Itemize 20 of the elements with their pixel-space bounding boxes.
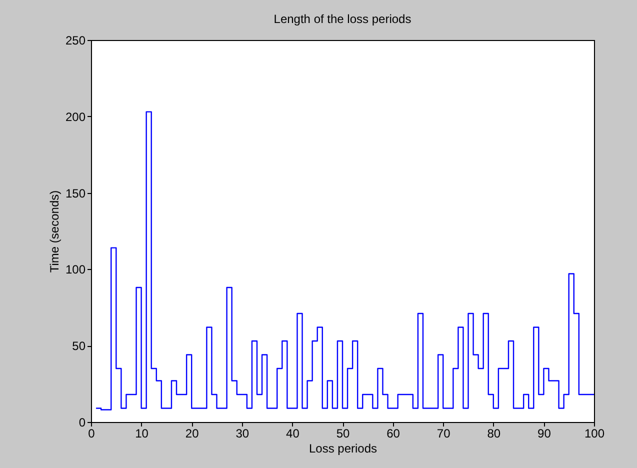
y-tick-label: 100 xyxy=(65,262,86,277)
x-tick-label: 30 xyxy=(236,426,250,440)
y-tick-label: 50 xyxy=(72,339,86,354)
chart-title: Length of the loss periods xyxy=(274,12,412,26)
x-tick-label: 60 xyxy=(386,426,400,440)
y-tick-label: 150 xyxy=(65,186,86,200)
y-tick-label: 200 xyxy=(65,110,86,124)
x-tick-label: 70 xyxy=(436,426,451,440)
x-tick-label: 0 xyxy=(88,426,96,440)
y-tick-label: 250 xyxy=(65,34,86,48)
x-tick-label: 90 xyxy=(538,426,552,440)
y-axis-title: Time (seconds) xyxy=(47,190,62,273)
x-tick-label: 10 xyxy=(135,426,149,440)
y-tick-label: 0 xyxy=(78,416,86,430)
x-axis-title: Loss periods xyxy=(308,442,378,456)
x-tick-label: 50 xyxy=(336,426,350,440)
x-tick-label: 20 xyxy=(185,426,200,440)
x-tick-label: 80 xyxy=(487,426,501,440)
x-tick-label: 40 xyxy=(286,426,300,440)
x-tick-label: 100 xyxy=(584,426,605,440)
